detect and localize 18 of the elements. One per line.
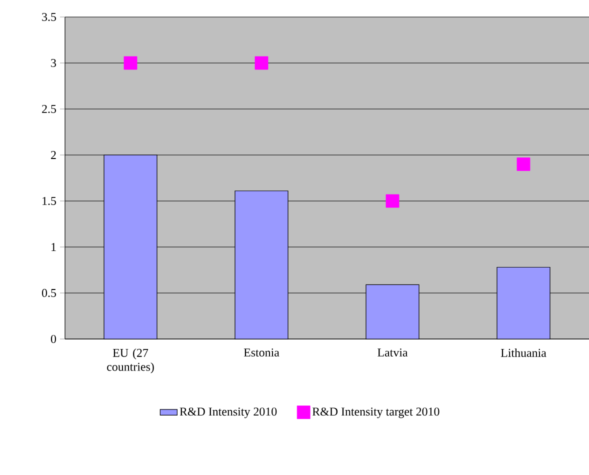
point (124, 56, 138, 70)
legend-label: R&D Intensity 2010 (180, 408, 277, 418)
y-tick-label: 3.5 (42, 12, 56, 22)
y-tick-label: 2 (51, 151, 56, 159)
y-tick-label: 0 (50, 334, 56, 344)
y-tick-label: 0.5 (42, 288, 56, 298)
legend-label: R&D Intensity target 2010 (312, 408, 440, 418)
y-tick-label: 1 (52, 243, 56, 251)
y-tick-label: 3 (51, 58, 56, 68)
x-tick-label: Estonia (244, 348, 280, 357)
x-tick-label: EU (27 countries) (107, 348, 154, 374)
x-tick-label: Lithuania (500, 348, 546, 357)
y-tick-label: 2.5 (42, 104, 56, 114)
point (254, 56, 268, 70)
point (386, 194, 400, 208)
x-tick-label: Latvia (378, 348, 408, 357)
y-tick-label: 1.5 (42, 196, 56, 206)
point (516, 158, 530, 171)
